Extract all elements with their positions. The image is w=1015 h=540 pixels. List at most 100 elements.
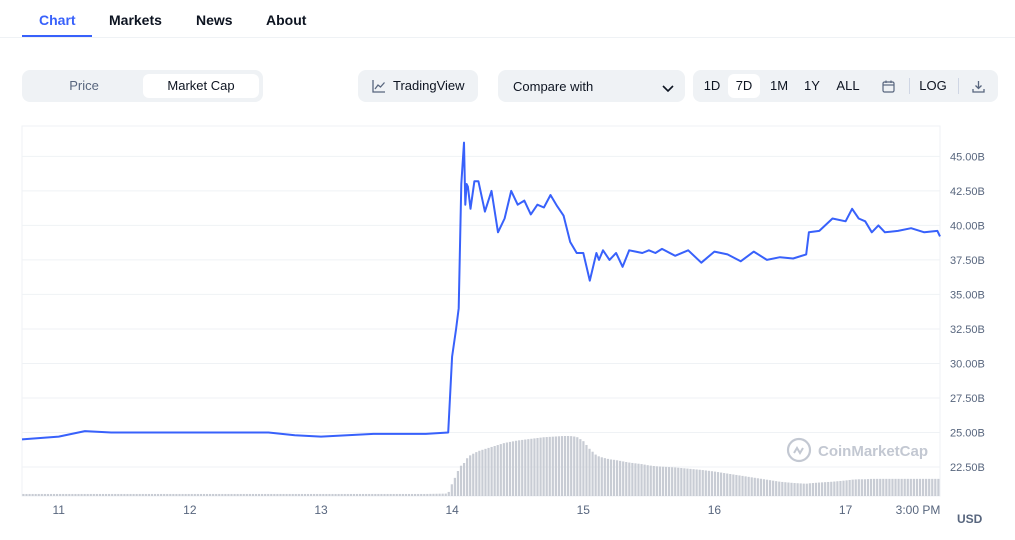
volume-bar [909, 478, 912, 496]
download-button[interactable] [965, 74, 991, 98]
volume-bar [906, 478, 909, 496]
volume-bar [521, 439, 524, 496]
volume-bar [172, 493, 175, 496]
volume-bar [469, 455, 472, 496]
volume-bar [928, 478, 931, 496]
volume-bar [68, 493, 71, 496]
volume-bar [261, 493, 264, 496]
volume-bar [918, 478, 922, 496]
volume-bar [759, 478, 762, 496]
compare-with-select[interactable]: Compare with [498, 70, 685, 102]
x-tick-label: 16 [708, 503, 722, 517]
volume-bar [475, 452, 478, 496]
volume-bar [156, 493, 160, 496]
price-toggle-button[interactable]: Price [69, 78, 99, 93]
volume-bar [22, 493, 25, 496]
market-cap-chart[interactable]: 22.50B 25.00B 27.50B 30.00B 32.50B 35.00B 37.5… [0, 120, 1015, 530]
volume-bar [401, 493, 404, 496]
volume-bar [820, 482, 824, 496]
volume-bar [811, 483, 815, 496]
volume-bar [297, 493, 300, 496]
volume-bar [325, 493, 328, 496]
y-tick-label: 32.50B [950, 324, 985, 336]
volume-bar [224, 493, 227, 496]
volume-bar [294, 493, 297, 496]
volume-bar [150, 493, 154, 496]
volume-bar [352, 493, 356, 496]
volume-bar [921, 478, 925, 496]
volume-bar [212, 493, 215, 496]
volume-bar [478, 450, 481, 496]
volume-bar [539, 437, 542, 496]
calendar-button[interactable] [875, 74, 901, 98]
range-1y-button[interactable]: 1Y [804, 78, 820, 93]
tab-chart[interactable]: Chart [39, 12, 76, 28]
volume-bar [787, 482, 790, 496]
volume-bar [591, 451, 594, 496]
volume-bar [215, 493, 218, 496]
volume-bar [704, 470, 707, 496]
volume-layer [22, 436, 940, 496]
volume-bar [716, 472, 720, 496]
volume-bar [459, 465, 463, 496]
log-scale-button[interactable]: LOG [919, 78, 947, 93]
calendar-icon [881, 80, 895, 93]
market-cap-toggle-button[interactable]: Market Cap [143, 74, 259, 98]
volume-bar [398, 493, 401, 496]
volume-bar [869, 478, 873, 496]
volume-bar [885, 478, 888, 496]
volume-bar [845, 480, 848, 496]
volume-bar [796, 483, 799, 496]
volume-bar [319, 493, 322, 496]
volume-bar [903, 478, 906, 496]
y-tick-label: 22.50B [950, 462, 985, 474]
volume-bar [775, 481, 778, 496]
volume-bar [123, 493, 126, 496]
volume-bar [848, 479, 851, 496]
volume-bar [643, 464, 646, 496]
volume-bar [753, 477, 756, 496]
range-all-button[interactable]: ALL [836, 78, 860, 93]
volume-bar [40, 493, 43, 496]
volume-bar [527, 439, 530, 496]
axis-layer: 22.50B 25.00B 27.50B 30.00B 32.50B 35.00B 37.5… [52, 151, 984, 517]
volume-bar [622, 461, 625, 496]
volume-bar [502, 443, 505, 496]
range-7d-button[interactable]: 7D [728, 74, 760, 98]
volume-bar [891, 478, 894, 496]
volume-bar [410, 493, 414, 496]
volume-bar [600, 457, 603, 496]
volume-bar [368, 493, 371, 496]
range-1d-button[interactable]: 1D [703, 78, 721, 93]
volume-bar [429, 493, 432, 496]
volume-bar [163, 493, 166, 496]
volume-bar [567, 436, 570, 496]
volume-bar [34, 493, 37, 496]
tradingview-button[interactable]: TradingView [358, 70, 478, 102]
volume-bar [181, 493, 184, 496]
volume-bar [346, 493, 349, 496]
volume-bar [814, 482, 818, 496]
volume-bar [423, 493, 426, 496]
volume-bar [612, 459, 616, 496]
volume-bar [750, 477, 753, 496]
tab-about[interactable]: About [266, 12, 307, 28]
x-tick-label: 11 [52, 503, 65, 517]
volume-bar [634, 463, 637, 496]
volume-bar [49, 493, 53, 496]
range-1m-button[interactable]: 1M [769, 78, 789, 93]
volume-bar [866, 479, 870, 496]
volume-bar [726, 473, 729, 496]
volume-bar [466, 458, 469, 496]
tab-markets[interactable]: Markets [109, 12, 162, 28]
volume-bar [606, 458, 609, 496]
volume-bar [557, 436, 561, 496]
volume-bar [426, 493, 429, 496]
tab-news[interactable]: News [196, 12, 233, 28]
y-tick-label: 42.50B [950, 186, 985, 198]
volume-bar [420, 493, 423, 496]
volume-bar [453, 477, 456, 496]
volume-bar [264, 493, 267, 496]
volume-bar [257, 493, 261, 496]
volume-bar [432, 493, 435, 496]
